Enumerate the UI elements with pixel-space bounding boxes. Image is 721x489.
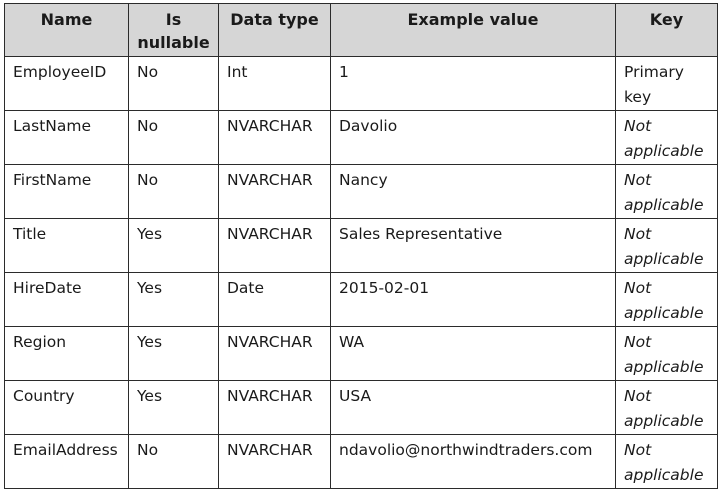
table-row: Title Yes NVARCHAR Sales Representative … [4, 218, 718, 273]
cell-name: HireDate [4, 272, 129, 327]
header-data-type: Data type [218, 3, 331, 57]
cell-name: Region [4, 326, 129, 381]
cell-example-value: 2015-02-01 [330, 272, 616, 327]
header-example-value: Example value [330, 3, 616, 57]
cell-key: Not applicable [615, 164, 718, 219]
header-key: Key [615, 3, 718, 57]
cell-key: Not applicable [615, 380, 718, 435]
header-row: Name Is nullable Data type Example value… [4, 3, 718, 57]
cell-name: Title [4, 218, 129, 273]
cell-nullable: No [128, 56, 219, 111]
cell-nullable: Yes [128, 326, 219, 381]
cell-nullable: Yes [128, 272, 219, 327]
cell-nullable: No [128, 164, 219, 219]
table-row: LastName No NVARCHAR Davolio Not applica… [4, 110, 718, 165]
schema-table: Name Is nullable Data type Example value… [4, 3, 718, 489]
table-row: HireDate Yes Date 2015-02-01 Not applica… [4, 272, 718, 327]
cell-key: Primary key [615, 56, 718, 111]
cell-data-type: Int [218, 56, 331, 111]
table-row: FirstName No NVARCHAR Nancy Not applicab… [4, 164, 718, 219]
cell-example-value: 1 [330, 56, 616, 111]
cell-example-value: USA [330, 380, 616, 435]
cell-example-value: WA [330, 326, 616, 381]
cell-nullable: Yes [128, 218, 219, 273]
table-row: EmployeeID No Int 1 Primary key [4, 56, 718, 111]
cell-data-type: NVARCHAR [218, 380, 331, 435]
cell-nullable: No [128, 110, 219, 165]
table-header: Name Is nullable Data type Example value… [4, 3, 718, 57]
cell-data-type: NVARCHAR [218, 326, 331, 381]
cell-data-type: NVARCHAR [218, 164, 331, 219]
cell-data-type: NVARCHAR [218, 218, 331, 273]
table-row: Country Yes NVARCHAR USA Not applicable [4, 380, 718, 435]
table-row: Region Yes NVARCHAR WA Not applicable [4, 326, 718, 381]
cell-key: Not applicable [615, 218, 718, 273]
cell-nullable: Yes [128, 380, 219, 435]
cell-example-value: Davolio [330, 110, 616, 165]
cell-example-value: Nancy [330, 164, 616, 219]
cell-name: LastName [4, 110, 129, 165]
cell-example-value: Sales Representative [330, 218, 616, 273]
cell-key: Not applicable [615, 326, 718, 381]
cell-key: Not applicable [615, 110, 718, 165]
table-body: EmployeeID No Int 1 Primary key LastName… [4, 56, 718, 489]
cell-data-type: Date [218, 272, 331, 327]
header-nullable: Is nullable [128, 3, 219, 57]
cell-name: FirstName [4, 164, 129, 219]
cell-name: EmployeeID [4, 56, 129, 111]
cell-data-type: NVARCHAR [218, 110, 331, 165]
cell-name: Country [4, 380, 129, 435]
cell-key: Not applicable [615, 272, 718, 327]
header-name: Name [4, 3, 129, 57]
